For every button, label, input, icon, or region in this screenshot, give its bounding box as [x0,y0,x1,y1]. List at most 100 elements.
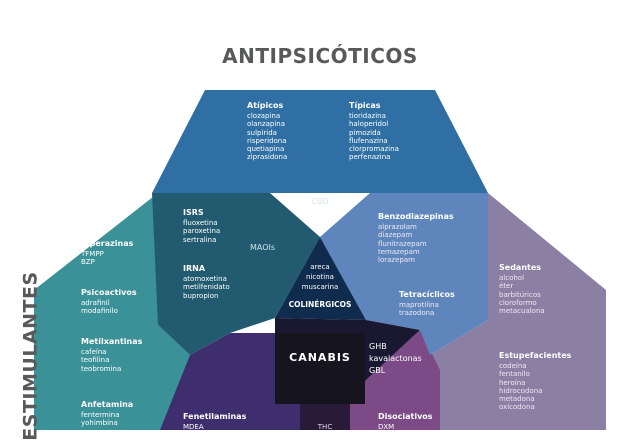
isrs-heading: ISRS [183,208,204,217]
estupefacientes-list: codeína fentanilo heroína hidrocodona me… [499,362,542,412]
fenetilaminas-item: MDEA [183,423,204,431]
benzodiazepinas-overlap [320,193,488,355]
atipicos-item: clozapina [247,112,281,120]
irna-item: bupropion [183,291,219,300]
piperazinas-list: TFMPP BZP [81,250,104,267]
isrs-list: fluoxetina paroxetina sertralina [183,219,220,244]
thc-box [300,404,350,430]
atipicos-item: ziprasidona [247,153,288,162]
sedantes-item: metacualona [499,307,545,316]
canabis-box [275,333,365,404]
isrs-item: paroxetina [183,227,221,236]
metilxantinas-item: teofilina [81,356,110,365]
fenetilaminas-heading: Fenetilaminas [183,412,247,421]
estupefacientes-item: heroína [499,378,526,387]
psicoactivos-item: modafinilo [81,307,118,316]
benzodiazepinas-heading: Benzodiazepinas [378,212,454,221]
piperazinas-item: TFMPP [81,250,104,258]
anfetamina-item: yohimbina [81,419,118,428]
tetraciclicos-heading: Tetracíclicos [399,290,455,299]
colinergicos-item: nicotina [306,273,334,281]
sedantes-item: éter [499,282,514,291]
atipicos-heading: Atípicos [247,101,284,110]
metilxantinas-heading: Metilxantinas [81,337,143,346]
tipicos-item: perfenazina [349,153,391,162]
tipicos-item: clorpromazina [349,145,399,154]
antipsicoticos-region [152,90,488,193]
irna-list: atomoxetina metilfenidato bupropion [183,275,230,300]
piperazinas-heading: Piperazinas [81,239,134,248]
ghb-item: kavalactonas [369,354,422,363]
depresores-region [420,193,606,430]
benzodiazepinas-item: alprazolam [378,223,417,231]
title-antipsicoticos: ANTIPSICÓTICOS [222,44,418,68]
isrs-item: sertralina [183,235,217,244]
metilxantinas-item: teobromina [81,364,122,373]
colinergicos-item: muscarina [301,283,339,291]
ghb-list: GHB kavalactonas GBL [369,341,422,377]
colinergicos-overlap [275,237,366,320]
anfetamina-heading: Anfetamina [81,400,134,409]
colinergicos-heading: COLINÉRGICOS [288,300,352,309]
psicoactivos-item: adrafinil [81,299,110,307]
maois-label: MAOIs [250,243,276,252]
atipicos-item: olanzapina [247,120,286,129]
anfetamina-item: fentermina [81,411,120,419]
irna-item: metilfenidato [183,283,230,292]
colinergicos-item: areca [310,263,330,271]
sedantes-list: alcohol éter barbitúricos cloroformo met… [499,274,545,315]
sedantes-heading: Sedantes [499,263,542,272]
colinergicos-list: areca nicotina muscarina [282,262,358,292]
atipicos-item: sulpirida [247,128,277,137]
ghb-item: GBL [369,366,386,375]
estupefacientes-item: metadona [499,395,535,404]
disociativos-heading: Disociativos [378,412,433,421]
irna-item: atomoxetina [183,275,227,283]
thc-label: THC [317,423,333,431]
irna-heading: IRNA [183,264,206,273]
drug-classification-diagram: ANTIPSICÓTICOS ESTIMULANTES DEPRESORES A… [20,44,606,441]
sedantes-item: cloroformo [499,298,537,307]
tipicos-item: pimozida [349,128,381,137]
isrs-item: fluoxetina [183,219,218,227]
estupefacientes-item: codeína [499,362,527,370]
fenetilaminas-region [160,333,300,430]
disociativos-item: DXM [378,423,395,431]
benzodiazepinas-item: temazepam [378,247,420,256]
benzodiazepinas-item: lorazepam [378,256,415,265]
benzodiazepinas-list: alprazolam diazepam flunitrazepam temaze… [378,223,427,264]
estupefacientes-item: hidrocodona [499,386,543,395]
tipicos-list: tioridazina haloperidol pimozida flufena… [349,112,399,162]
cbd-label: CBD [311,197,329,206]
isrs-overlap [152,193,320,355]
metilxantinas-item: cafeína [81,348,107,356]
tetraciclicos-item: trazodona [399,309,435,318]
tipicos-item: tioridazina [349,112,386,120]
psicoactivos-list: adrafinil modafinilo [81,299,118,316]
tipicos-item: haloperidol [349,120,389,129]
estupefacientes-heading: Estupefacientes [499,351,572,360]
benzodiazepinas-item: diazepam [378,231,413,240]
estupefacientes-item: fentanilo [499,370,530,379]
venn-shapes [34,90,606,430]
estupefacientes-item: oxicodona [499,403,535,412]
estimulantes-region [34,193,190,430]
psicoactivos-heading: Psicoactivos [81,288,137,297]
atipicos-item: risperidona [247,136,287,145]
atipicos-list: clozapina olanzapina sulpirida risperido… [247,112,287,162]
piperazinas-item: BZP [81,258,95,267]
atipicos-item: quetiapina [247,145,285,154]
canabis-label: CANABIS [289,351,351,364]
title-estimulantes: ESTIMULANTES [19,271,42,441]
sedantes-item: alcohol [499,274,525,282]
tipicos-item: flufenazina [349,136,388,145]
tetraciclicos-list: maprotilina trazodona [399,301,439,318]
metilxantinas-list: cafeína teofilina teobromina [81,348,121,373]
ghb-item: GHB [369,342,387,351]
tipicos-heading: Típicas [349,101,381,110]
benzodiazepinas-item: flunitrazepam [378,239,427,248]
anfetamina-list: fentermina yohimbina [81,411,120,428]
sedantes-item: barbitúricos [499,290,541,299]
tetraciclicos-item: maprotilina [399,301,439,309]
disociativos-region [350,330,440,430]
